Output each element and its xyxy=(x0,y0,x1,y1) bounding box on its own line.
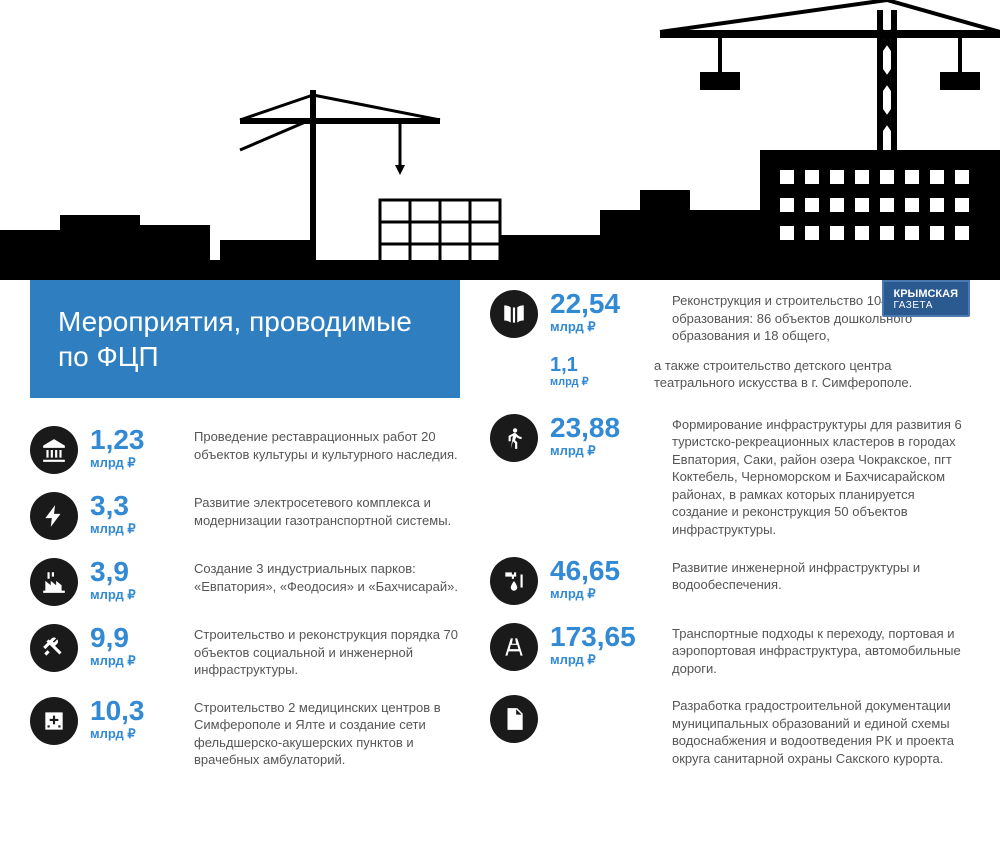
stat-item: 3,3 млрд ₽ Развитие электросетевого комп… xyxy=(30,492,460,540)
amount-unit: млрд ₽ xyxy=(90,727,182,740)
stat-item: 23,88 млрд ₽ Формирование инфраструктуры… xyxy=(490,414,970,539)
stat-item: 3,9 млрд ₽ Создание 3 индустриальных пар… xyxy=(30,558,460,606)
amount: 173,65 млрд ₽ xyxy=(550,623,660,666)
amount-value: 23,88 xyxy=(550,414,660,442)
road-icon xyxy=(490,623,538,671)
amount xyxy=(550,695,660,697)
amount-unit: млрд ₽ xyxy=(90,654,182,667)
page-title: Мероприятия, проводимые по ФЦП xyxy=(30,280,460,398)
amount-unit: млрд ₽ xyxy=(90,522,182,535)
amount: 3,3 млрд ₽ xyxy=(90,492,182,535)
tools-icon xyxy=(30,624,78,672)
content-area: Мероприятия, проводимые по ФЦП 1,23 млрд… xyxy=(0,280,1000,787)
description: Транспортные подходы к переходу, портова… xyxy=(672,623,970,678)
hospital-icon xyxy=(30,697,78,745)
badge-line1: КРЫМСКАЯ xyxy=(894,288,959,300)
source-badge: КРЫМСКАЯ ГАЗЕТА xyxy=(882,280,971,317)
description: Развитие электросетевого комплекса и мод… xyxy=(194,492,460,529)
stat-item: 1,23 млрд ₽ Проведение реставрационных р… xyxy=(30,426,460,474)
amount-unit: млрд ₽ xyxy=(90,588,182,601)
amount-value: 1,23 xyxy=(90,426,182,454)
amount-value: 1,1 xyxy=(550,355,642,375)
water-icon xyxy=(490,557,538,605)
amount: 22,54 млрд ₽ xyxy=(550,290,660,333)
amount-unit: млрд ₽ xyxy=(550,320,660,333)
stat-item: 46,65 млрд ₽ Развитие инженерной инфраст… xyxy=(490,557,970,605)
amount: 46,65 млрд ₽ xyxy=(550,557,660,600)
description: Создание 3 индустриальных парков: «Евпат… xyxy=(194,558,460,595)
amount: 1,23 млрд ₽ xyxy=(90,426,182,469)
description: Строительство 2 медицинских центров в Си… xyxy=(194,697,460,769)
description: Разработка градостроительной документаци… xyxy=(672,695,970,767)
amount: 1,1 млрд ₽ xyxy=(550,355,642,388)
description: Строительство и реконструкция порядка 70… xyxy=(194,624,460,679)
amount-value: 9,9 xyxy=(90,624,182,652)
book-icon xyxy=(490,290,538,338)
amount-unit: млрд ₽ xyxy=(90,456,182,469)
right-column: КРЫМСКАЯ ГАЗЕТА 22,54 млрд ₽ Реконструкц… xyxy=(480,280,1000,787)
amount: 10,3 млрд ₽ xyxy=(90,697,182,740)
amount-unit: млрд ₽ xyxy=(550,444,660,457)
tourist-icon xyxy=(490,414,538,462)
stat-item: 10,3 млрд ₽ Строительство 2 медицинских … xyxy=(30,697,460,769)
factory-icon xyxy=(30,558,78,606)
stat-item: 9,9 млрд ₽ Строительство и реконструкция… xyxy=(30,624,460,679)
description: а также строительство детского центра те… xyxy=(654,355,970,392)
amount-value: 173,65 xyxy=(550,623,660,651)
amount-unit: млрд ₽ xyxy=(550,377,642,388)
left-column: Мероприятия, проводимые по ФЦП 1,23 млрд… xyxy=(0,280,480,787)
amount-value: 3,3 xyxy=(90,492,182,520)
amount: 9,9 млрд ₽ xyxy=(90,624,182,667)
amount-unit: млрд ₽ xyxy=(550,587,660,600)
stat-item: Разработка градостроительной документаци… xyxy=(490,695,970,767)
amount-value: 22,54 xyxy=(550,290,660,318)
amount-value: 3,9 xyxy=(90,558,182,586)
amount-value: 46,65 xyxy=(550,557,660,585)
museum-icon xyxy=(30,426,78,474)
description: Проведение реставрационных работ 20 объе… xyxy=(194,426,460,463)
construction-skyline xyxy=(0,0,1000,280)
amount: 3,9 млрд ₽ xyxy=(90,558,182,601)
description: Формирование инфраструктуры для развития… xyxy=(672,414,970,539)
amount-value: 10,3 xyxy=(90,697,182,725)
stat-item: 173,65 млрд ₽ Транспортные подходы к пер… xyxy=(490,623,970,678)
stat-item-sub: 1,1 млрд ₽ а также строительство детског… xyxy=(490,355,970,392)
bolt-icon xyxy=(30,492,78,540)
badge-line2: ГАЗЕТА xyxy=(894,300,959,311)
amount: 23,88 млрд ₽ xyxy=(550,414,660,457)
document-icon xyxy=(490,695,538,743)
amount-unit: млрд ₽ xyxy=(550,653,660,666)
description: Развитие инженерной инфраструктуры и вод… xyxy=(672,557,970,594)
